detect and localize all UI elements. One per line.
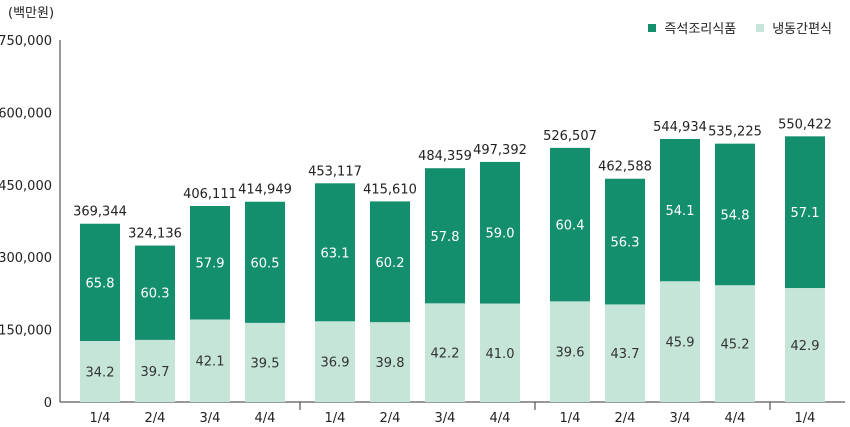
data-label-total: 526,507 <box>543 129 597 144</box>
data-label-frozen-convenience: 43.7 <box>611 347 640 362</box>
data-label-frozen-convenience: 45.9 <box>666 336 695 351</box>
data-label-ready-to-cook: 63.1 <box>321 246 350 261</box>
data-label-frozen-convenience: 41.0 <box>486 347 515 362</box>
data-label-total: 453,117 <box>308 164 362 179</box>
data-label-total: 324,136 <box>128 227 182 242</box>
data-label-ready-to-cook: 57.9 <box>196 257 225 272</box>
bar-segment-frozen-convenience <box>550 301 590 402</box>
bar-segment-ready-to-cook <box>785 136 825 289</box>
x-tick-label: 1/4 <box>795 411 816 426</box>
data-label-total: 544,934 <box>653 120 707 135</box>
data-label-frozen-convenience: 39.7 <box>141 365 170 380</box>
bar-segment-ready-to-cook <box>135 245 175 340</box>
legend-swatch-frozen-convenience <box>756 23 765 32</box>
y-axis-unit-label: (백만원) <box>8 6 55 21</box>
data-label-frozen-convenience: 39.5 <box>251 356 280 371</box>
bar-segment-ready-to-cook <box>605 178 645 305</box>
data-label-frozen-convenience: 42.1 <box>196 355 225 370</box>
data-label-frozen-convenience: 36.9 <box>321 356 350 371</box>
data-label-frozen-convenience: 39.8 <box>376 356 405 371</box>
bar-segment-frozen-convenience <box>605 304 645 402</box>
data-label-ready-to-cook: 60.2 <box>376 256 405 271</box>
data-label-ready-to-cook: 60.3 <box>141 287 170 302</box>
data-label-ready-to-cook: 57.1 <box>791 206 820 221</box>
bar-segment-frozen-convenience <box>135 339 175 402</box>
bar-segment-frozen-convenience <box>245 322 285 402</box>
data-label-frozen-convenience: 39.6 <box>556 346 585 361</box>
bar-segment-frozen-convenience <box>425 303 465 402</box>
bar-segment-ready-to-cook <box>550 147 590 302</box>
bar-segment-frozen-convenience <box>80 341 120 402</box>
x-tick-label: 3/4 <box>200 411 221 426</box>
bar-segment-ready-to-cook <box>715 143 755 286</box>
bar-segment-ready-to-cook <box>80 223 120 342</box>
x-tick-label: 3/4 <box>435 411 456 426</box>
legend: 즉석조리식품 냉동간편식 <box>648 18 832 37</box>
data-label-ready-to-cook: 54.8 <box>721 208 750 223</box>
bar-segment-frozen-convenience <box>715 285 755 402</box>
x-tick-label: 1/4 <box>90 411 111 426</box>
legend-label-frozen-convenience: 냉동간편식 <box>772 22 832 37</box>
legend-item-frozen-convenience: 냉동간편식 <box>756 18 832 37</box>
bar-segment-ready-to-cook <box>190 205 230 320</box>
data-label-frozen-convenience: 42.9 <box>791 339 820 354</box>
x-tick-label: 2/4 <box>615 411 636 426</box>
data-label-frozen-convenience: 42.2 <box>431 347 460 362</box>
bar-segment-frozen-convenience <box>660 281 700 402</box>
x-tick-label: 4/4 <box>490 411 511 426</box>
y-tick-label: 150,000 <box>0 324 52 339</box>
x-tick-label: 2/4 <box>145 411 166 426</box>
bar-segment-frozen-convenience <box>190 319 230 402</box>
y-tick-label: 600,000 <box>0 106 52 121</box>
data-label-total: 497,392 <box>473 143 527 158</box>
data-label-total: 406,111 <box>183 187 237 202</box>
data-label-ready-to-cook: 65.8 <box>86 276 115 291</box>
y-tick-label: 750,000 <box>0 34 52 49</box>
x-tick-label: 3/4 <box>670 411 691 426</box>
data-label-ready-to-cook: 56.3 <box>611 236 640 251</box>
x-tick-label: 4/4 <box>255 411 276 426</box>
data-label-frozen-convenience: 45.2 <box>721 338 750 353</box>
data-label-total: 414,949 <box>238 183 292 198</box>
data-label-ready-to-cook: 60.4 <box>556 219 585 234</box>
bar-segment-ready-to-cook <box>480 161 520 304</box>
x-tick-label: 1/4 <box>325 411 346 426</box>
data-label-ready-to-cook: 60.5 <box>251 256 280 271</box>
bar-segment-frozen-convenience <box>785 288 825 402</box>
x-tick-label: 2/4 <box>380 411 401 426</box>
bar-segment-frozen-convenience <box>370 322 410 402</box>
bar-segment-frozen-convenience <box>480 303 520 402</box>
data-label-frozen-convenience: 34.2 <box>86 366 115 381</box>
data-label-total: 484,359 <box>418 149 472 164</box>
legend-swatch-ready-to-cook <box>648 23 657 32</box>
bar-segment-ready-to-cook <box>315 183 355 322</box>
data-label-total: 369,344 <box>73 205 127 220</box>
y-tick-label: 450,000 <box>0 179 52 194</box>
legend-label-ready-to-cook: 즉석조리식품 <box>664 22 737 37</box>
bar-segment-ready-to-cook <box>245 201 285 323</box>
data-label-ready-to-cook: 54.1 <box>666 204 695 219</box>
y-tick-label: 0 <box>44 396 52 411</box>
x-tick-label: 4/4 <box>725 411 746 426</box>
legend-item-ready-to-cook: 즉석조리식품 <box>648 18 736 37</box>
data-label-total: 550,422 <box>778 117 832 132</box>
bar-segment-ready-to-cook <box>425 168 465 304</box>
bar-segment-frozen-convenience <box>315 321 355 402</box>
data-label-total: 415,610 <box>363 182 417 197</box>
data-label-ready-to-cook: 57.8 <box>431 230 460 245</box>
bar-segment-ready-to-cook <box>660 138 700 282</box>
data-label-total: 462,588 <box>598 160 652 175</box>
data-label-total: 535,225 <box>708 125 762 140</box>
data-label-ready-to-cook: 59.0 <box>486 227 515 242</box>
y-tick-label: 300,000 <box>0 251 52 266</box>
bar-segment-ready-to-cook <box>370 201 410 323</box>
x-tick-label: 1/4 <box>560 411 581 426</box>
